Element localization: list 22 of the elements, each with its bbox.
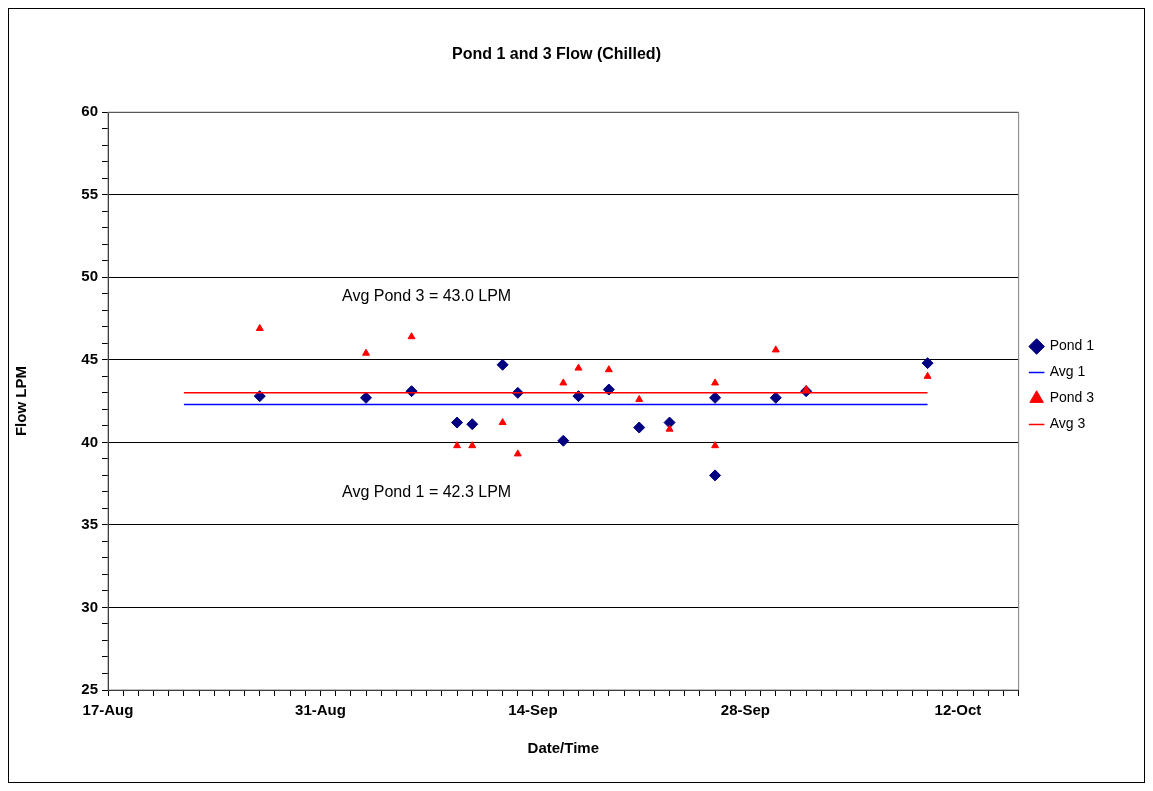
y-tick-label: 30 (81, 597, 98, 615)
x-tick-label: 28-Sep (720, 701, 771, 719)
chart-title: Pond 1 and 3 Flow (Chilled) (452, 45, 661, 63)
x-axis-title: Date/Time (527, 739, 600, 757)
y-tick-label: 60 (81, 102, 98, 120)
x-tick-label: 14-Sep (508, 701, 558, 719)
y-tick-label: 40 (81, 432, 98, 450)
y-axis-title: Flow LPM (12, 366, 30, 437)
legend-label: Pond 3 (1049, 389, 1095, 406)
y-tick-label: 35 (81, 515, 98, 533)
y-tick-label: 25 (81, 680, 98, 698)
legend-label: Pond 1 (1049, 337, 1095, 354)
x-tick-label: 12-Oct (934, 701, 982, 719)
legend-label: Avg 1 (1049, 363, 1086, 380)
y-tick-label: 50 (81, 267, 98, 285)
annotation: Avg Pond 3 = 43.0 LPM (342, 286, 512, 304)
annotation: Avg Pond 1 = 42.3 LPM (342, 482, 512, 500)
y-tick-label: 45 (81, 349, 98, 367)
x-tick-label: 31-Aug (295, 701, 346, 719)
x-tick-label: 17-Aug (82, 701, 134, 719)
legend-label: Avg 3 (1049, 415, 1086, 432)
y-tick-label: 55 (81, 184, 98, 202)
